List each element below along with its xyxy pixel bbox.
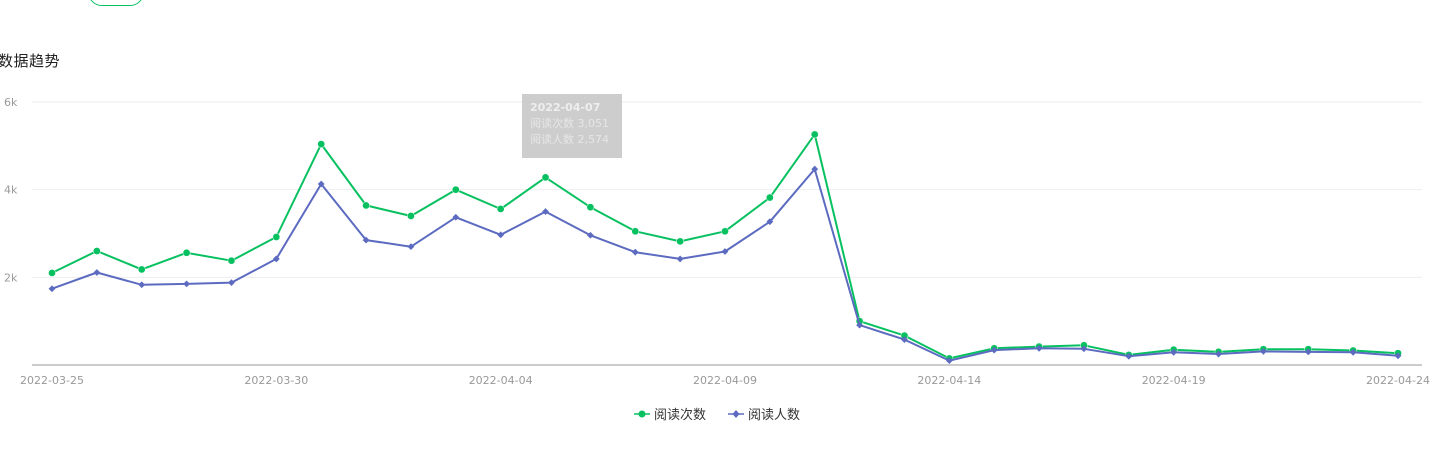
data-point-readers xyxy=(362,236,370,244)
data-point-readers xyxy=(766,218,774,226)
data-point-readers xyxy=(542,208,549,215)
data-point-readers xyxy=(183,280,190,288)
legend-reads-label: 阅读次数 xyxy=(653,408,706,423)
legend-item-readers[interactable]: 阅读人数 xyxy=(728,404,800,423)
data-point-readers xyxy=(317,180,325,188)
y-tick-label: 6k xyxy=(4,96,18,109)
data-point-readers xyxy=(272,255,280,263)
data-point-readers xyxy=(228,279,235,286)
data-point-reads xyxy=(137,265,146,274)
data-point-reads xyxy=(227,256,236,265)
data-point-readers xyxy=(138,281,146,289)
data-point-readers xyxy=(1260,348,1267,355)
legend-item-reads[interactable]: 阅读次数 xyxy=(633,404,706,423)
x-tick-label: 2022-04-24 xyxy=(1366,374,1430,387)
data-point-readers xyxy=(856,321,863,329)
x-tick-label: 2022-04-09 xyxy=(693,374,757,387)
data-point-reads xyxy=(272,233,281,241)
legend-reads-marker-icon xyxy=(633,409,650,419)
tooltip-date: 2022-04-07 xyxy=(530,101,601,114)
data-point-reads xyxy=(496,205,505,213)
trend-chart: 2k 4k 6k 2022-03-25 2022-03-30 2022-04-04 2022… xyxy=(4,96,1430,387)
data-point-readers xyxy=(48,285,56,293)
chart-tooltip: 2022-04-07 阅读次数 3,051 阅读人数 2,574 xyxy=(522,94,622,158)
data-point-reads xyxy=(48,269,56,277)
data-point-readers xyxy=(93,269,101,276)
data-point-reads xyxy=(676,237,684,246)
data-point-readers xyxy=(1080,345,1088,353)
data-point-reads xyxy=(541,173,550,182)
data-point-readers xyxy=(452,213,460,221)
data-point-readers xyxy=(1394,352,1402,360)
y-tick-label: 4k xyxy=(4,184,18,197)
data-point-readers xyxy=(407,243,415,251)
data-point-reads xyxy=(766,193,774,202)
data-point-readers xyxy=(901,336,908,343)
data-point-reads xyxy=(407,212,415,220)
data-point-readers xyxy=(676,255,684,263)
x-tick-label: 2022-04-14 xyxy=(917,374,981,387)
section-title: 数据趋势 xyxy=(0,52,61,70)
chart-legend: 阅读次数 阅读人数 xyxy=(0,404,1434,423)
data-point-readers xyxy=(721,248,729,255)
data-point-readers xyxy=(1035,344,1043,352)
y-tick-label: 2k xyxy=(4,271,18,284)
tooltip-reads: 阅读次数 3,051 xyxy=(530,117,609,130)
tooltip-readers: 阅读人数 2,574 xyxy=(530,133,609,146)
data-point-readers xyxy=(587,231,594,239)
data-point-reads xyxy=(182,248,191,257)
legend-readers-marker-icon xyxy=(728,409,744,419)
data-point-readers xyxy=(945,357,953,365)
x-tick-label: 2022-03-30 xyxy=(244,374,308,387)
data-point-reads xyxy=(586,203,595,212)
data-point-readers xyxy=(1349,348,1357,356)
data-point-readers xyxy=(1170,348,1178,356)
data-point-reads xyxy=(810,130,819,139)
x-tick-label: 2022-03-25 xyxy=(20,374,84,387)
data-point-reads xyxy=(451,185,460,194)
data-point-readers xyxy=(631,248,639,256)
data-point-reads xyxy=(362,201,370,210)
x-tick-label: 2022-04-19 xyxy=(1142,374,1206,387)
x-tick-label: 2022-04-04 xyxy=(469,374,533,387)
data-point-readers xyxy=(1304,348,1312,356)
data-point-readers xyxy=(1215,350,1222,358)
data-point-reads xyxy=(317,140,326,148)
legend-readers-label: 阅读人数 xyxy=(748,408,801,423)
data-point-readers xyxy=(990,346,998,354)
data-point-reads xyxy=(631,227,640,236)
data-point-readers xyxy=(1125,352,1133,360)
data-point-readers xyxy=(497,231,505,239)
series-line-readers xyxy=(51,168,1399,362)
series-line-reads xyxy=(51,133,1399,360)
data-point-readers xyxy=(811,165,819,173)
data-point-reads xyxy=(93,247,101,255)
data-point-reads xyxy=(721,227,729,236)
